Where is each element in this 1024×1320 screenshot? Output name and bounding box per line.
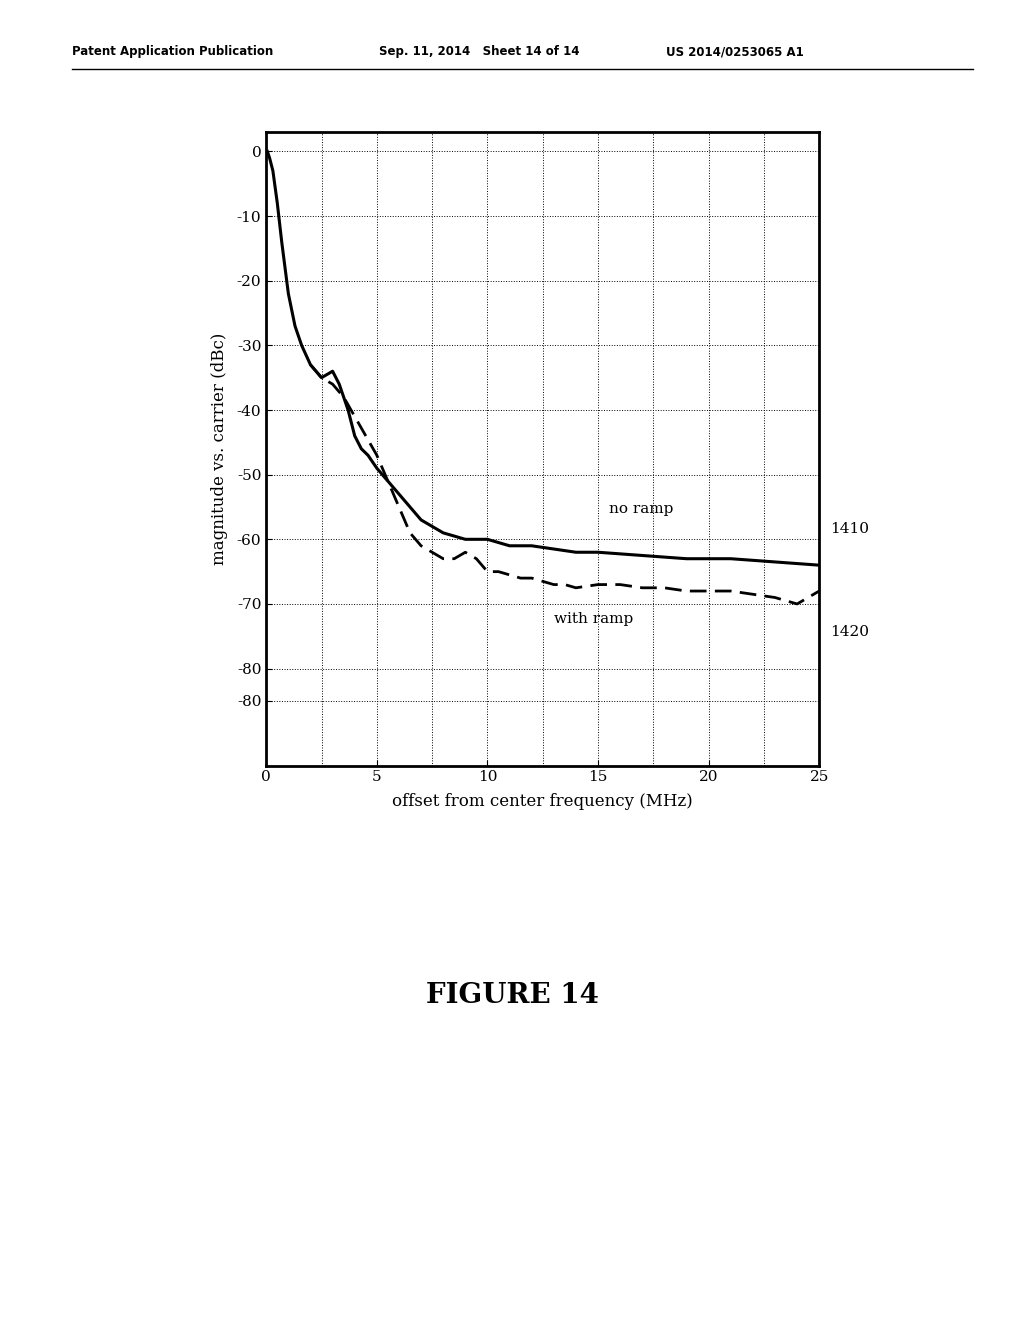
- Text: Patent Application Publication: Patent Application Publication: [72, 45, 273, 58]
- Text: 1420: 1420: [830, 626, 869, 639]
- Text: US 2014/0253065 A1: US 2014/0253065 A1: [666, 45, 804, 58]
- Text: 1410: 1410: [830, 521, 869, 536]
- Text: no ramp: no ramp: [609, 503, 674, 516]
- Y-axis label: magnitude vs. carrier (dBc): magnitude vs. carrier (dBc): [211, 333, 228, 565]
- Text: with ramp: with ramp: [554, 612, 633, 627]
- Text: FIGURE 14: FIGURE 14: [426, 982, 598, 1010]
- Text: Sep. 11, 2014   Sheet 14 of 14: Sep. 11, 2014 Sheet 14 of 14: [379, 45, 580, 58]
- X-axis label: offset from center frequency (MHz): offset from center frequency (MHz): [392, 793, 693, 809]
